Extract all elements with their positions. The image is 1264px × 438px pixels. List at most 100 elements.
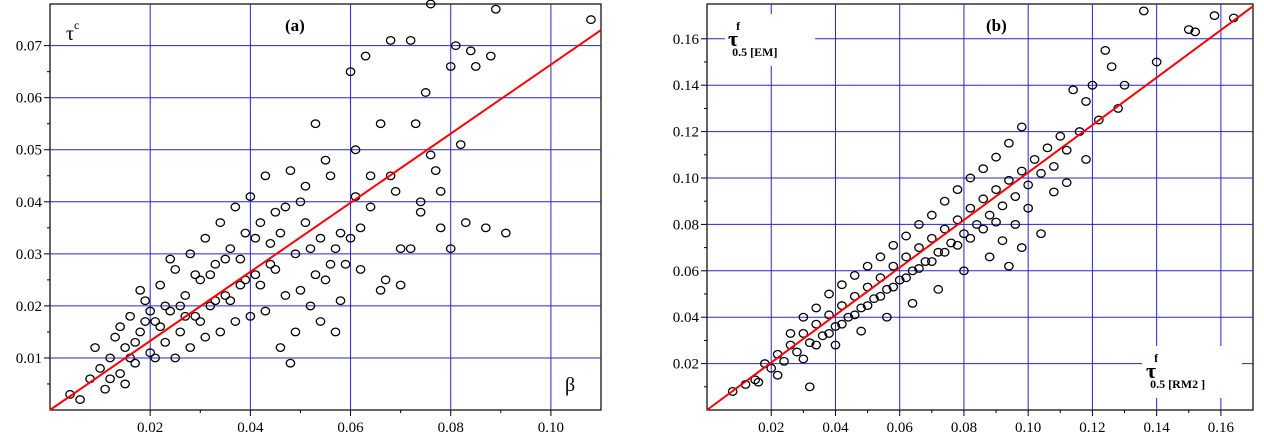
data-point [95,363,105,373]
data-point [837,319,847,329]
data-point [914,243,924,253]
fit-line-b [706,5,1254,411]
x-axis-title-a: β [565,374,575,396]
data-point [235,280,246,290]
data-point [926,257,937,266]
data-point [984,252,995,262]
data-point [410,119,421,129]
data-point [190,311,201,321]
data-point [753,377,764,387]
data-point [255,218,266,228]
data-point [875,252,886,262]
data-point [1183,25,1194,34]
x-tick-label: 0.08 [438,420,464,436]
y-axis-title-b-bg [725,14,815,66]
data-point [500,228,511,238]
data-point [824,328,834,338]
data-point [837,280,847,290]
data-point [280,202,291,212]
data-point [470,62,481,71]
data-point [195,275,206,285]
data-point [862,261,873,271]
data-point [946,238,956,248]
y-tick-label: 0.01 [16,351,42,367]
data-point [959,266,969,276]
data-point [170,353,181,363]
data-point [926,233,937,243]
chart-panel-b: 0.02 0.04 0.06 0.08 0.10 0.12 0.14 0.16 0.02 0.04… [673,3,1254,436]
data-point [1029,154,1040,164]
data-point [824,289,834,299]
data-point [420,88,431,97]
data-point [901,231,911,241]
data-point [779,356,789,366]
data-point [205,301,216,311]
data-point [390,186,401,196]
data-point [882,284,892,294]
data-point [991,152,1001,162]
data-point [843,312,854,322]
data-point [914,264,924,273]
data-point [260,171,271,181]
data-point [245,311,256,321]
data-point [978,224,989,234]
data-point [888,261,899,271]
data-point [210,259,221,269]
data-point [465,46,476,56]
data-point [849,310,860,320]
data-point [901,273,911,283]
data-point [335,228,346,238]
data-point [856,326,867,336]
data-point [105,353,115,363]
x-tick-label: 0.04 [822,420,849,436]
data-point [200,332,211,342]
x-tick-label: 0.10 [1015,420,1041,436]
data-point [1042,143,1053,153]
data-point [195,317,206,326]
y-tick-label: 0.04 [673,310,700,326]
data-point [586,15,596,25]
data-point [1138,6,1149,16]
data-point [180,311,191,321]
data-point [490,4,501,14]
data-point [185,249,196,259]
scatter-points-a [65,0,596,405]
data-point [450,41,461,51]
data-point [830,322,841,331]
y-tick-label: 0.02 [16,299,42,315]
data-point [300,218,311,228]
ticks-b: 0.02 0.04 0.06 0.08 0.10 0.12 0.14 0.16 0.02 0.04… [673,32,1235,436]
data-point [385,171,396,181]
data-point [145,348,156,358]
data-point [1209,11,1220,21]
data-point [165,254,176,264]
data-point [405,244,416,254]
data-point [445,62,456,71]
y-tick-label: 0.06 [16,91,43,107]
y-tick-label: 0.16 [673,32,700,48]
data-point [1004,175,1014,185]
y-axis-title-b-sup: f [736,19,741,33]
data-point [445,244,456,254]
data-point [365,202,376,212]
data-point [330,244,341,254]
data-point [285,358,296,368]
data-point [978,194,989,204]
data-point [350,145,361,155]
data-point [978,164,989,174]
ticks-a: 0.02 0.04 0.06 0.08 0.10 0.01 0.02 0.03 0.04 0.05… [16,39,564,436]
data-point [1100,45,1111,55]
data-point [305,301,316,311]
data-point [804,338,815,348]
data-point [120,379,130,389]
data-point [965,233,976,243]
data-point [150,353,161,363]
data-point [1049,161,1059,171]
data-point [270,265,281,274]
data-point [1061,145,1072,155]
data-point [130,358,141,368]
data-point [1190,27,1201,37]
data-point [215,218,226,228]
data-point [997,236,1008,246]
data-point [435,186,446,196]
